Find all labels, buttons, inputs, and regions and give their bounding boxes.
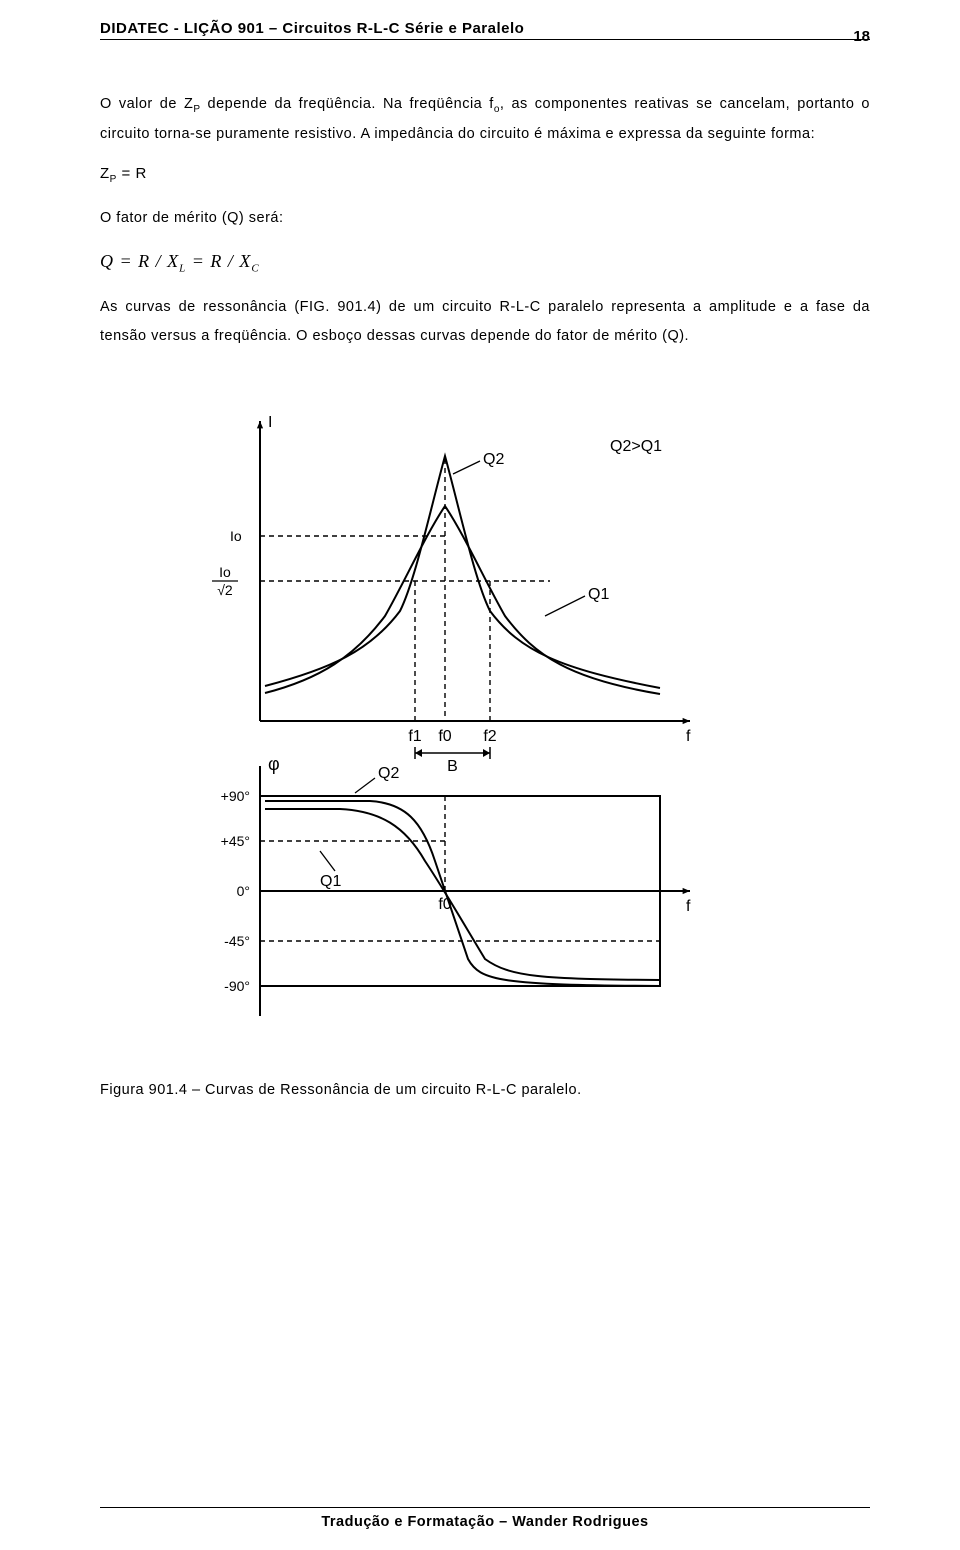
svg-text:Q2>Q1: Q2>Q1	[610, 438, 662, 455]
svg-text:B: B	[447, 758, 458, 775]
svg-text:Q1: Q1	[320, 873, 341, 890]
body-content: O valor de ZP depende da freqüência. Na …	[100, 90, 870, 351]
svg-text:+90°: +90°	[221, 788, 250, 804]
svg-text:Q2: Q2	[483, 451, 504, 468]
equation-2: Q = R / XL = R / XC	[100, 243, 870, 280]
svg-text:-90°: -90°	[224, 978, 250, 994]
svg-text:f2: f2	[483, 728, 496, 745]
svg-text:Io: Io	[219, 564, 231, 580]
svg-text:f1: f1	[408, 728, 421, 745]
svg-text:f: f	[686, 728, 691, 745]
footer-text: Tradução e Formatação – Wander Rodrigues	[321, 1514, 648, 1530]
figure-caption: Figura 901.4 – Curvas de Ressonância de …	[100, 1076, 870, 1105]
paragraph-2: O fator de mérito (Q) será:	[100, 204, 870, 233]
equation-1: ZP = R	[100, 159, 870, 190]
svg-text:Io: Io	[230, 528, 242, 544]
svg-text:0°: 0°	[237, 883, 250, 899]
resonance-chart: If Io Io √2 Q2 Q1 Q2>Q1 f1 f0 f2 Bf φ +90° +45° 0° -45°…	[190, 411, 710, 1031]
svg-text:f0: f0	[438, 728, 451, 745]
svg-text:φ: φ	[268, 754, 280, 774]
svg-text:f: f	[686, 898, 691, 915]
svg-text:f0: f0	[438, 896, 451, 913]
page-footer: Tradução e Formatação – Wander Rodrigues	[100, 1507, 870, 1530]
header-title: DIDATEC - LIÇÃO 901 – Circuitos R-L-C Sé…	[100, 20, 524, 37]
svg-text:√2: √2	[217, 582, 233, 598]
paragraph-3: As curvas de ressonância (FIG. 901.4) de…	[100, 293, 870, 351]
page: DIDATEC - LIÇÃO 901 – Circuitos R-L-C Sé…	[0, 0, 960, 1550]
svg-text:Q2: Q2	[378, 765, 399, 782]
page-number: 18	[853, 28, 870, 45]
svg-text:+45°: +45°	[221, 833, 250, 849]
figure-901-4: If Io Io √2 Q2 Q1 Q2>Q1 f1 f0 f2 Bf φ +90° +45° 0° -45°…	[190, 411, 870, 1036]
svg-text:-45°: -45°	[224, 933, 250, 949]
paragraph-1: O valor de ZP depende da freqüência. Na …	[100, 90, 870, 149]
svg-text:Q1: Q1	[588, 586, 609, 603]
page-header: DIDATEC - LIÇÃO 901 – Circuitos R-L-C Sé…	[100, 20, 870, 40]
svg-text:I: I	[268, 414, 272, 431]
